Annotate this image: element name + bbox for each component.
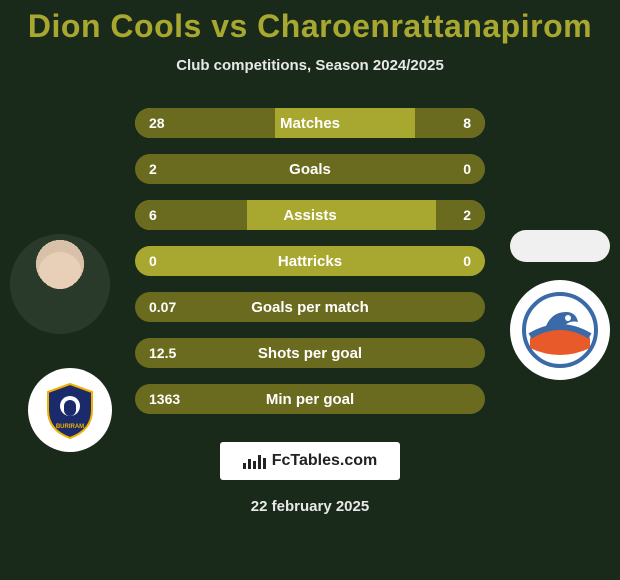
- player-right-avatar: [510, 230, 610, 262]
- stat-row: 1363Min per goal: [135, 384, 485, 414]
- player-left-avatar: [10, 234, 110, 334]
- bar-chart-icon: [243, 453, 266, 469]
- stat-label: Matches: [135, 108, 485, 138]
- stat-label: Assists: [135, 200, 485, 230]
- page-subtitle: Club competitions, Season 2024/2025: [176, 57, 444, 74]
- club-crest-icon: [520, 290, 600, 370]
- stat-label: Goals: [135, 154, 485, 184]
- stat-value-right: 0: [463, 246, 471, 276]
- club-right-badge: [510, 280, 610, 380]
- stat-row: 28Matches8: [135, 108, 485, 138]
- stat-label: Min per goal: [135, 384, 485, 414]
- stat-row: 12.5Shots per goal: [135, 338, 485, 368]
- club-left-badge: BURIRAM: [28, 368, 112, 452]
- stat-label: Shots per goal: [135, 338, 485, 368]
- shield-icon: BURIRAM: [40, 380, 100, 440]
- stats-section: BURIRAM 28Matches82Goals06Assists20Hattr…: [0, 108, 620, 430]
- date-label: 22 february 2025: [251, 498, 369, 515]
- stat-row: 0Hattricks0: [135, 246, 485, 276]
- stat-row: 2Goals0: [135, 154, 485, 184]
- stat-row: 0.07Goals per match: [135, 292, 485, 322]
- stat-label: Hattricks: [135, 246, 485, 276]
- infographic-root: Dion Cools vs Charoenrattanapirom Club c…: [0, 0, 620, 580]
- page-title: Dion Cools vs Charoenrattanapirom: [28, 8, 592, 45]
- stat-value-right: 0: [463, 154, 471, 184]
- branding-badge: FcTables.com: [220, 442, 400, 480]
- stat-value-right: 2: [463, 200, 471, 230]
- svg-text:BURIRAM: BURIRAM: [56, 424, 84, 430]
- stat-row: 6Assists2: [135, 200, 485, 230]
- stat-label: Goals per match: [135, 292, 485, 322]
- branding-label: FcTables.com: [272, 452, 378, 470]
- stat-value-right: 8: [463, 108, 471, 138]
